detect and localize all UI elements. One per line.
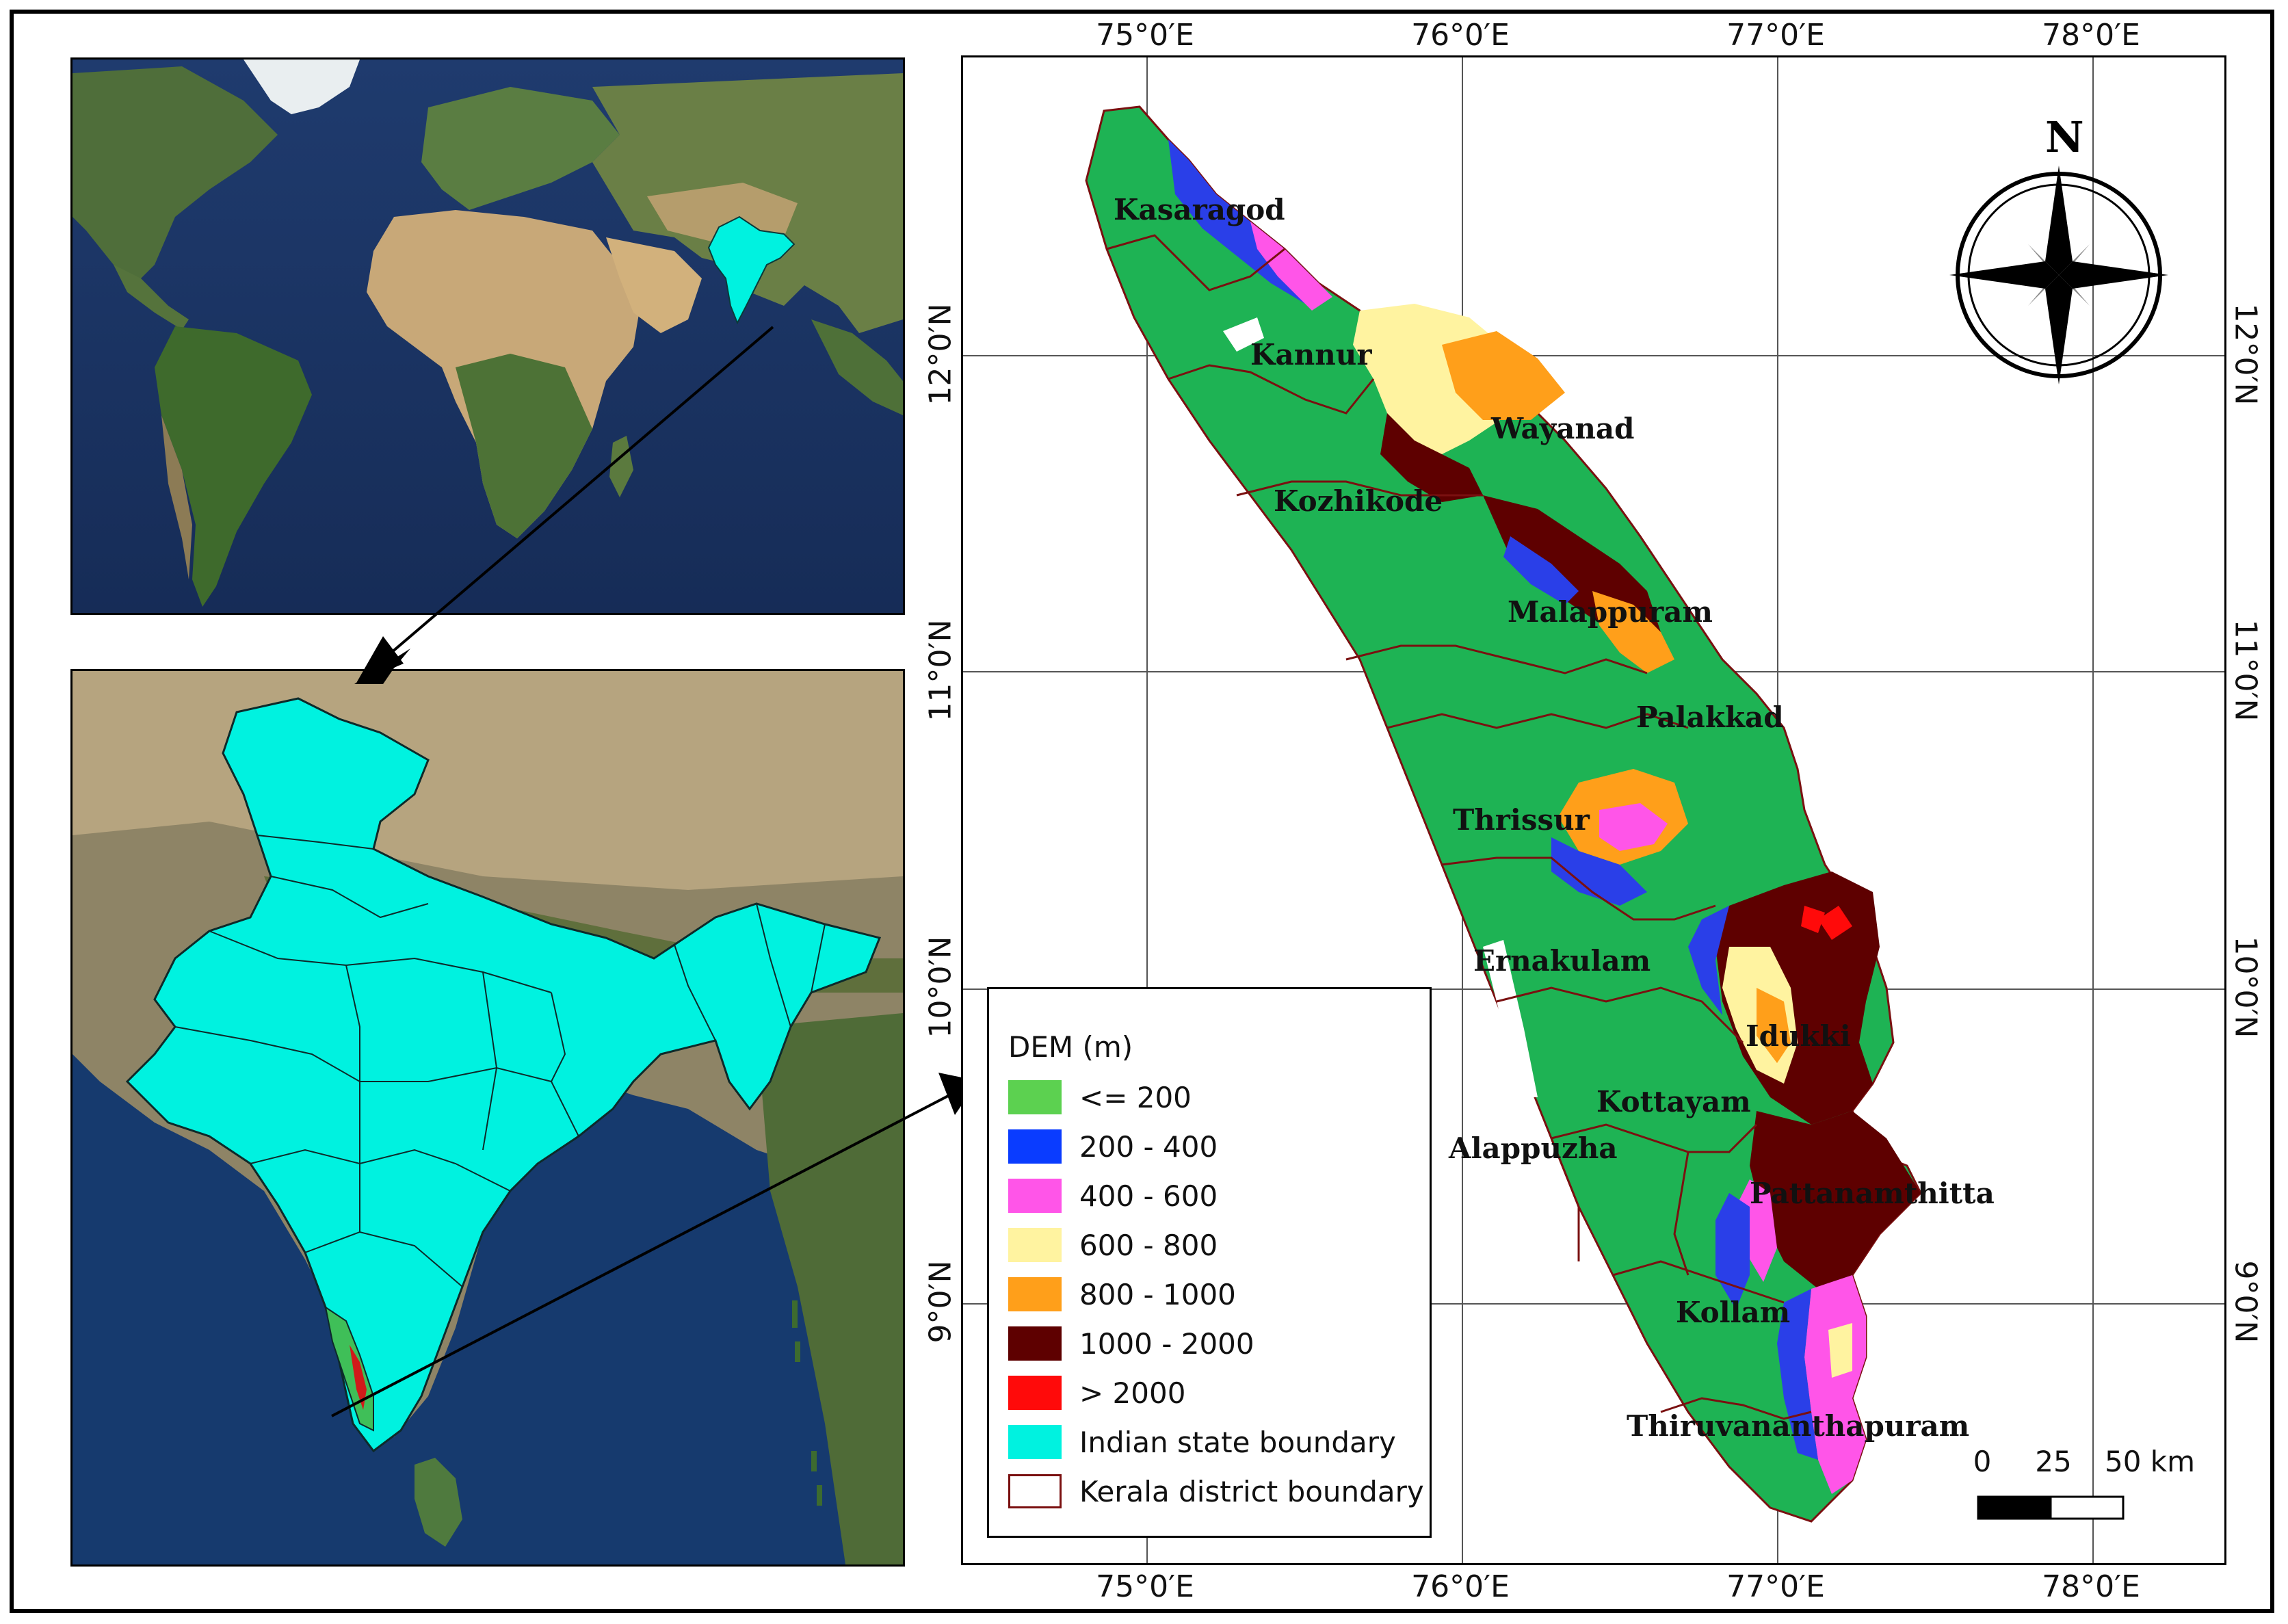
lon-label-bottom-75: 75°0′E: [1096, 1569, 1194, 1604]
legend-item: 1000 - 2000: [1008, 1324, 1254, 1363]
lon-label-bottom-76: 76°0′E: [1411, 1569, 1510, 1604]
lon-label-top-77: 77°0′E: [1726, 18, 1825, 53]
district-label-kozhikode: Kozhikode: [1274, 484, 1443, 518]
legend-swatch: [1008, 1277, 1062, 1311]
legend-label: 200 - 400: [1079, 1129, 1218, 1164]
lat-label-left-10: 10°0′N: [923, 936, 958, 1038]
district-label-thiruvananthapuram: Thiruvananthapuram: [1627, 1409, 1970, 1443]
world-map-panel: [70, 57, 905, 615]
legend-label: <= 200: [1079, 1080, 1192, 1114]
legend-label: > 2000: [1079, 1376, 1186, 1410]
state-boundaries: [174, 835, 826, 1287]
india-map-panel: [70, 669, 905, 1567]
district-label-thrissur: Thrissur: [1453, 803, 1590, 837]
scale-bar-label-50: 50 km: [2104, 1445, 2196, 1478]
lat-label-right-10: 10°0′N: [2228, 936, 2263, 1038]
lat-label-left-11: 11°0′N: [923, 619, 958, 722]
backwater-vembanad: [1483, 940, 1538, 1097]
legend-swatch: [1008, 1376, 1062, 1410]
dem-legend: DEM (m) <= 200 200 - 400 400 - 600 600 -…: [987, 987, 1432, 1538]
district-label-alappuzha: Alappuzha: [1449, 1131, 1618, 1165]
scale-bar-label-25: 25: [2035, 1445, 2072, 1478]
district-label-malappuram: Malappuram: [1508, 595, 1713, 629]
legend-swatch: [1008, 1228, 1062, 1262]
legend-item: 200 - 400: [1008, 1127, 1218, 1166]
central-america: [114, 265, 189, 330]
compass-rose-icon: [1949, 166, 2168, 384]
legend-label: 800 - 1000: [1079, 1277, 1236, 1311]
legend-swatch: [1008, 1425, 1062, 1459]
legend-label: Kerala district boundary: [1079, 1474, 1424, 1508]
legend-swatch: [1008, 1080, 1062, 1114]
dem-800-1000-wayanad: [1442, 331, 1565, 420]
lon-label-top-76: 76°0′E: [1411, 18, 1510, 53]
legend-label: 400 - 600: [1079, 1179, 1218, 1213]
north-america: [73, 66, 278, 285]
district-label-idukki: Idukki: [1746, 1019, 1851, 1053]
lon-label-top-78: 78°0′E: [2042, 18, 2140, 53]
legend-item: Kerala district boundary: [1008, 1472, 1424, 1510]
scale-bar-label-0: 0: [1973, 1445, 1992, 1478]
lon-label-bottom-77: 77°0′E: [1726, 1569, 1825, 1604]
north-arrow-label: N: [2045, 112, 2084, 162]
backwater-kannur: [1223, 317, 1264, 352]
legend-item: 800 - 1000: [1008, 1275, 1236, 1313]
legend-label: 600 - 800: [1079, 1228, 1218, 1262]
lat-label-right-11: 11°0′N: [2228, 619, 2263, 722]
dem-1000-2000-pathanamthitta: [1750, 1111, 1921, 1289]
scale-bar: [1977, 1495, 2125, 1520]
legend-item: Indian state boundary: [1008, 1423, 1396, 1461]
legend-label: 1000 - 2000: [1079, 1326, 1254, 1361]
india-highlight: [707, 215, 795, 325]
legend-item: 400 - 600: [1008, 1177, 1218, 1215]
district-label-palakkad: Palakkad: [1636, 700, 1784, 734]
legend-swatch: [1008, 1179, 1062, 1213]
india-map: [73, 671, 903, 1564]
district-label-ernakulam: Ernakulam: [1473, 944, 1651, 978]
district-label-kannur: Kannur: [1250, 338, 1372, 371]
greenland: [244, 60, 360, 114]
legend-swatch: [1008, 1129, 1062, 1164]
legend-swatch: [1008, 1326, 1062, 1361]
lat-label-left-9: 9°0′N: [923, 1260, 958, 1344]
legend-item: > 2000: [1008, 1374, 1185, 1412]
lon-label-top-75: 75°0′E: [1096, 18, 1194, 53]
dem-1000-2000-wayanad: [1380, 413, 1483, 502]
district-label-wayanad: Wayanad: [1491, 412, 1635, 445]
lat-label-right-9: 9°0′N: [2228, 1260, 2263, 1344]
legend-title: DEM (m): [1008, 1030, 1133, 1064]
district-label-pattanamthitta: Pattanamthitta: [1750, 1177, 1995, 1210]
legend-item: 600 - 800: [1008, 1226, 1218, 1264]
lon-label-bottom-78: 78°0′E: [2042, 1569, 2140, 1604]
world-map: [73, 60, 903, 613]
sri-lanka: [415, 1458, 462, 1547]
india-to-kerala-arrow: [331, 1093, 951, 1417]
dem-over-2000: [1801, 906, 1825, 933]
district-label-kottayam: Kottayam: [1596, 1085, 1751, 1118]
lat-label-left-12: 12°0′N: [923, 303, 958, 406]
arabia: [606, 237, 702, 333]
district-label-kollam: Kollam: [1676, 1296, 1791, 1329]
legend-label: Indian state boundary: [1079, 1425, 1396, 1459]
south-america: [155, 326, 312, 607]
lat-label-right-12: 12°0′N: [2228, 303, 2263, 406]
europe: [421, 87, 620, 210]
legend-swatch: [1008, 1474, 1062, 1508]
world-to-india-arrow: [385, 326, 774, 658]
district-label-kasaragod: Kasaragod: [1114, 193, 1285, 226]
figure-frame: [10, 10, 2274, 1613]
legend-item: <= 200: [1008, 1078, 1192, 1116]
district-boundaries: [1106, 234, 1812, 1420]
